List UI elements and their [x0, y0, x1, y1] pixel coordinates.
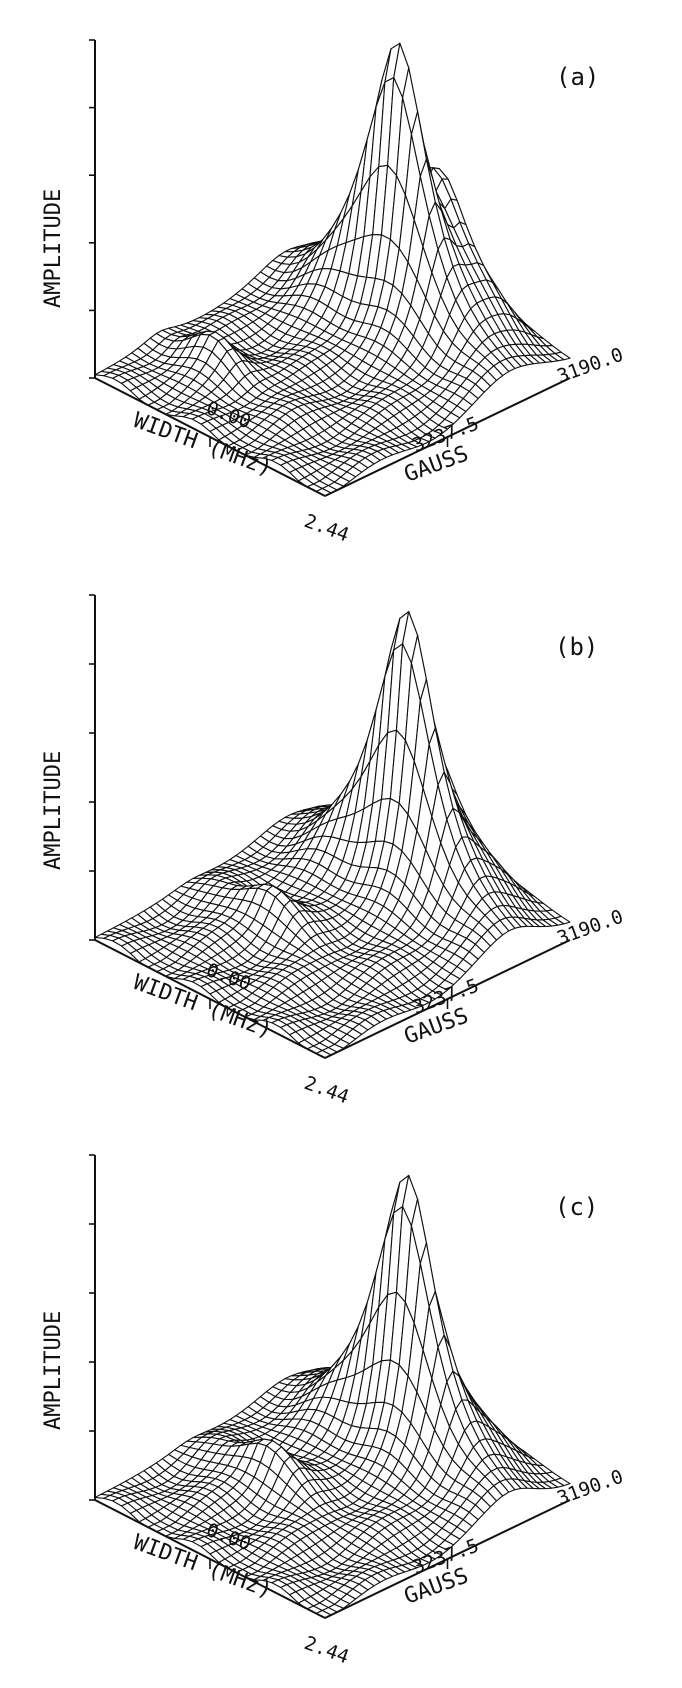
gauss-tick-label-1: 3190.0 [554, 344, 626, 388]
surface-mesh [94, 611, 571, 1059]
panel-label: (b) [555, 633, 598, 661]
gauss-tick-label-1: 3190.0 [554, 1466, 626, 1510]
gauss-tick-label-1: 3190.0 [554, 906, 626, 950]
panel-label: (c) [555, 1193, 598, 1221]
surface-mesh [94, 1174, 571, 1619]
width-tick-label-1: 2.44 [301, 1632, 352, 1668]
width-tick-label-1: 2.44 [301, 1072, 352, 1108]
amplitude-axis-label: AMPLITUDE [41, 1311, 66, 1430]
panel-label: (a) [556, 63, 599, 91]
amplitude-axis-label: AMPLITUDE [41, 189, 66, 308]
amplitude-axis-label: AMPLITUDE [41, 751, 66, 870]
surface-mesh [94, 42, 571, 497]
width-tick-label-1: 2.44 [301, 510, 352, 546]
